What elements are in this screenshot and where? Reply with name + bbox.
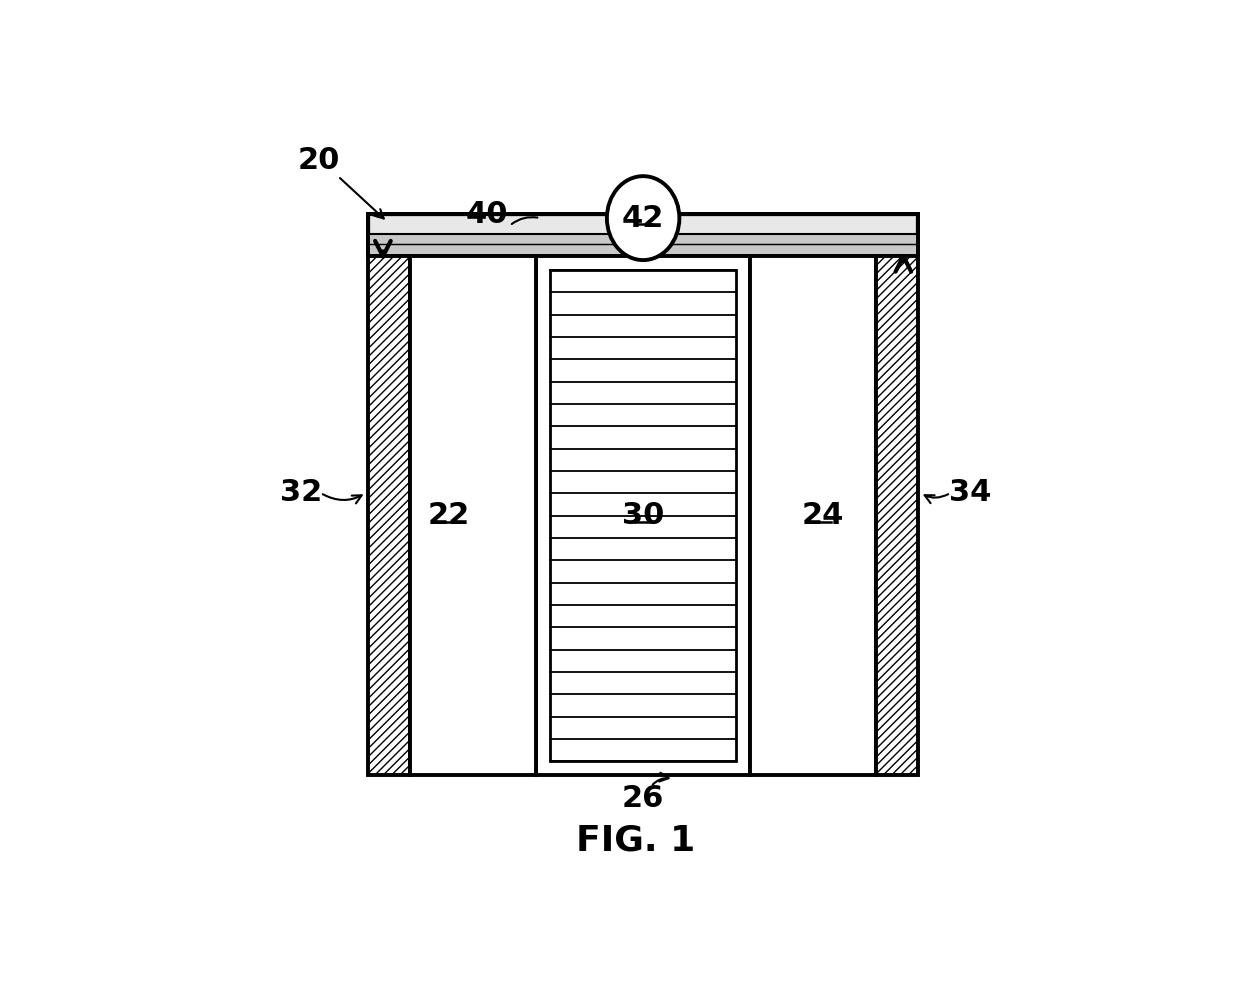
Bar [551,270,737,761]
Text: FIG. 1: FIG. 1 [575,823,696,857]
Text: 32: 32 [280,479,322,507]
Text: 42: 42 [622,203,665,233]
Bar [368,214,918,257]
Ellipse shape [606,176,680,260]
Bar [537,257,750,775]
Text: 20: 20 [298,147,340,175]
Bar [410,257,537,775]
Bar [875,257,918,775]
Bar [892,254,915,259]
Text: 22: 22 [428,501,470,530]
Text: 40: 40 [465,200,508,229]
Text: 34: 34 [949,479,991,507]
Bar [368,257,410,775]
Bar [750,257,875,775]
Bar [368,214,918,257]
Ellipse shape [605,174,681,262]
Text: 24: 24 [801,501,843,530]
Text: 30: 30 [622,501,665,530]
Bar [372,217,915,233]
Text: 26: 26 [622,784,665,813]
Bar [371,254,396,259]
